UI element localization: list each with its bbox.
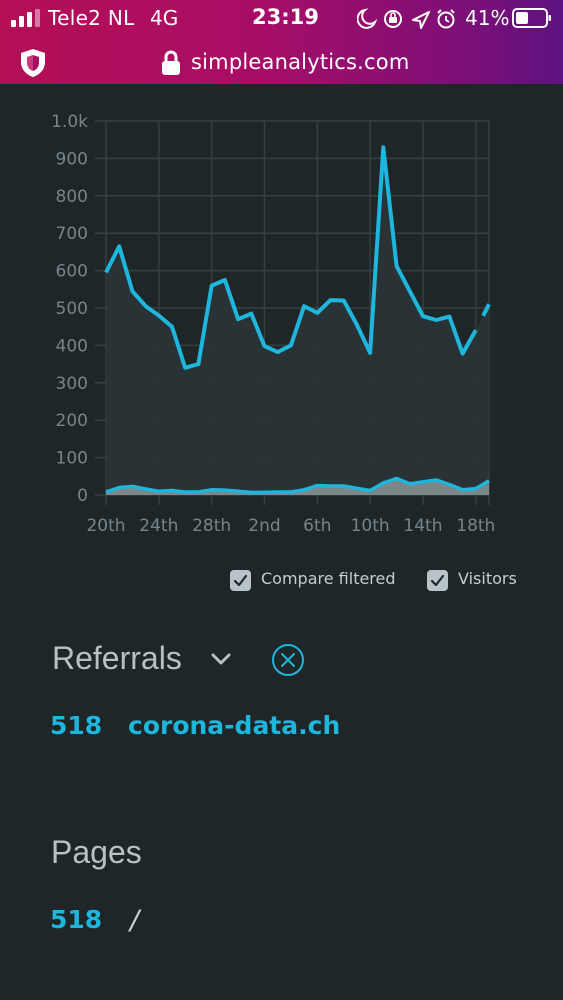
url-text[interactable]: simpleanalytics.com xyxy=(191,50,410,74)
battery-icon xyxy=(512,8,551,28)
x-tick-label: 14th xyxy=(403,516,442,536)
clear-filter-icon[interactable] xyxy=(271,643,305,677)
y-tick-label: 200 xyxy=(56,411,88,431)
visits-chart: 0 100 200 300 400 500 600 700 800 900 1.0k 20th 24t… xyxy=(51,112,495,536)
y-tick-label: 0 xyxy=(77,486,88,506)
x-tick-label: 10th xyxy=(351,516,390,536)
network-type: 4G xyxy=(150,6,179,30)
compare-filtered-line xyxy=(104,145,478,370)
status-time: 23:19 xyxy=(252,5,319,29)
battery-percent: 41% xyxy=(465,6,510,30)
visitors-checkbox[interactable] xyxy=(427,570,448,591)
legend-compare-label: Compare filtered xyxy=(261,569,396,588)
y-tick-label: 100 xyxy=(56,449,88,469)
page-path-link[interactable]: / xyxy=(130,905,140,936)
browser-top-bar: Tele2 NL 4G 23:19 41% xyxy=(0,0,563,84)
checkmark-icon xyxy=(430,574,445,587)
legend-compare-filtered[interactable]: Compare filtered xyxy=(230,568,410,594)
pages-heading: Pages xyxy=(51,834,142,870)
y-axis-ticks: 0 100 200 300 400 500 600 700 800 900 1.0k xyxy=(51,112,88,506)
carrier-name: Tele2 NL xyxy=(48,6,135,30)
visitors-line xyxy=(105,476,490,495)
y-tick-label: 800 xyxy=(56,187,88,207)
y-tick-label: 500 xyxy=(56,299,88,319)
legend-visitors[interactable]: Visitors xyxy=(427,568,547,594)
status-bar: Tele2 NL 4G 23:19 41% xyxy=(0,0,563,38)
chart-lines xyxy=(104,145,491,495)
page-count: 518 xyxy=(50,905,103,934)
chart-areas xyxy=(106,147,489,495)
visitors-area xyxy=(106,478,489,495)
lock-icon xyxy=(162,50,180,75)
orientation-lock-icon xyxy=(384,10,402,28)
x-tick-label: 28th xyxy=(192,516,231,536)
compare-filtered-area xyxy=(106,147,489,495)
shield-icon[interactable] xyxy=(18,47,48,79)
compare-filtered-line-tail xyxy=(481,303,491,317)
y-tick-label: 300 xyxy=(56,374,88,394)
x-axis-ticks: 20th 24th 28th 2nd 6th 10th 14th 18th xyxy=(86,516,495,536)
location-icon xyxy=(412,11,430,29)
checkmark-icon xyxy=(233,574,248,587)
x-tick-label: 2nd xyxy=(248,516,280,536)
x-tick-label: 6th xyxy=(303,516,331,536)
y-tick-label: 1.0k xyxy=(51,112,88,132)
moon-icon xyxy=(357,8,378,29)
x-tick-label: 20th xyxy=(86,516,125,536)
y-tick-label: 600 xyxy=(56,262,88,282)
compare-filtered-checkbox[interactable] xyxy=(230,570,251,591)
legend-visitors-label: Visitors xyxy=(458,569,517,588)
alarm-icon xyxy=(437,9,455,29)
referral-link[interactable]: corona-data.ch xyxy=(128,711,341,740)
y-tick-label: 700 xyxy=(56,224,88,244)
url-bar[interactable]: simpleanalytics.com xyxy=(0,42,563,84)
x-tick-label: 18th xyxy=(456,516,495,536)
x-tick-label: 24th xyxy=(139,516,178,536)
status-icons xyxy=(357,8,455,29)
signal-icon xyxy=(11,9,40,27)
y-tick-label: 400 xyxy=(56,336,88,356)
referral-count: 518 xyxy=(50,711,103,740)
y-tick-label: 900 xyxy=(56,149,88,169)
referrals-heading[interactable]: Referrals xyxy=(52,640,182,676)
chevron-down-icon[interactable] xyxy=(209,650,233,668)
